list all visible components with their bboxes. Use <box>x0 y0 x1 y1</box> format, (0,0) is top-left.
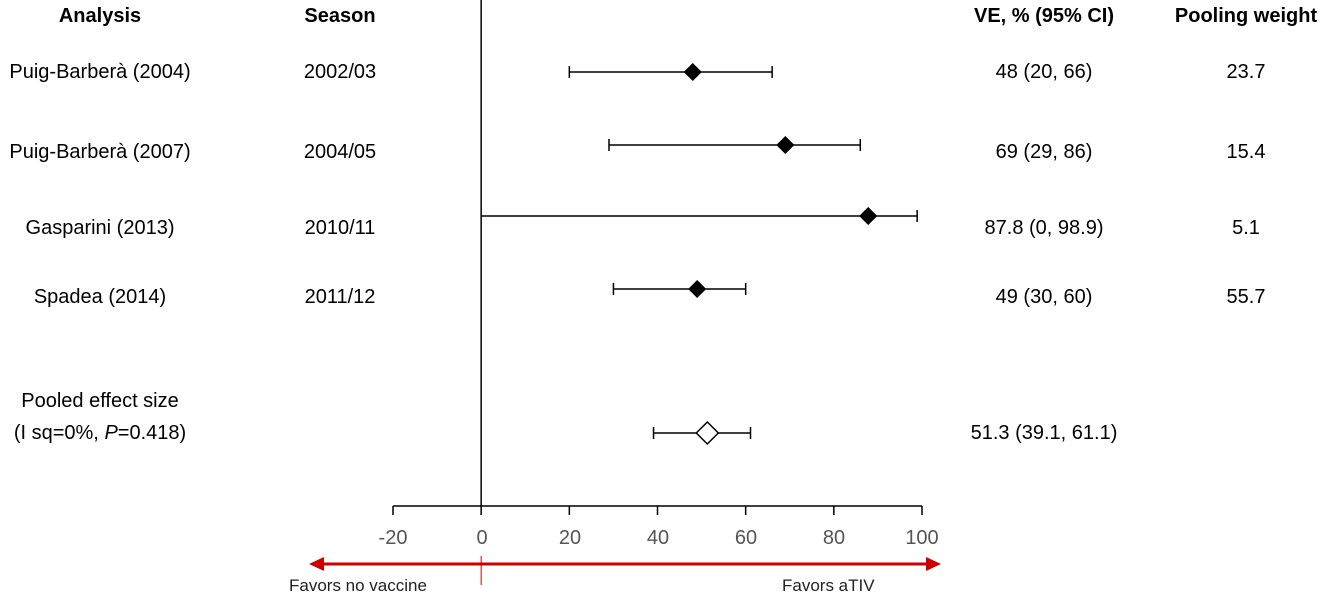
row-weight: 55.7 <box>1226 286 1266 308</box>
x-tick-label: 40 <box>646 527 670 549</box>
row-analysis: Gasparini (2013) <box>25 217 175 239</box>
pooled-p-value: =0.418) <box>117 422 187 444</box>
pooled-label-line1: Pooled effect size <box>21 390 179 412</box>
row-season: 2004/05 <box>303 141 377 163</box>
pooled-label-line2: (I sq=0%, P=0.418) <box>14 421 186 445</box>
header-ve: VE, % (95% CI) <box>973 5 1115 27</box>
pooled-diamond-marker <box>695 420 720 446</box>
row-season: 2011/12 <box>304 286 376 308</box>
header-season: Season <box>304 5 376 27</box>
favors-right-label: Favors aTIV <box>782 576 875 595</box>
favors-left-label: Favors no vaccine <box>289 576 427 595</box>
pooled-stat-prefix: (I sq=0%, <box>13 422 105 444</box>
row-ve: 87.8 (0, 98.9) <box>984 217 1104 239</box>
x-tick-label: 80 <box>822 527 846 549</box>
estimate-marker <box>683 62 702 82</box>
pooled-p-symbol: P <box>104 422 118 444</box>
estimate-marker <box>776 135 795 155</box>
row-season: 2002/03 <box>303 61 377 83</box>
x-tick-label: 0 <box>476 527 488 549</box>
header-pooling-weight: Pooling weight <box>1174 5 1318 27</box>
row-season: 2010/11 <box>304 217 376 239</box>
row-weight: 23.7 <box>1226 61 1266 83</box>
x-tick-label: 100 <box>905 527 939 549</box>
estimate-marker <box>688 279 707 299</box>
favors-arrow-left-head <box>309 557 324 571</box>
x-tick-label: -20 <box>378 527 408 549</box>
row-analysis: Puig-Barberà (2007) <box>9 141 191 163</box>
x-tick-label: 60 <box>734 527 758 549</box>
row-ve: 48 (20, 66) <box>995 61 1093 83</box>
pooled-ve: 51.3 (39.1, 61.1) <box>970 422 1118 444</box>
header-analysis: Analysis <box>58 5 142 27</box>
x-tick-label: 20 <box>558 527 582 549</box>
row-analysis: Spadea (2014) <box>33 286 167 308</box>
row-ve: 49 (30, 60) <box>995 286 1093 308</box>
estimate-marker <box>859 206 878 226</box>
row-analysis: Puig-Barberà (2004) <box>9 61 191 83</box>
row-weight: 5.1 <box>1232 217 1260 239</box>
row-ve: 69 (29, 86) <box>995 141 1093 163</box>
favors-arrow-right-head <box>926 557 941 571</box>
row-weight: 15.4 <box>1226 141 1266 163</box>
